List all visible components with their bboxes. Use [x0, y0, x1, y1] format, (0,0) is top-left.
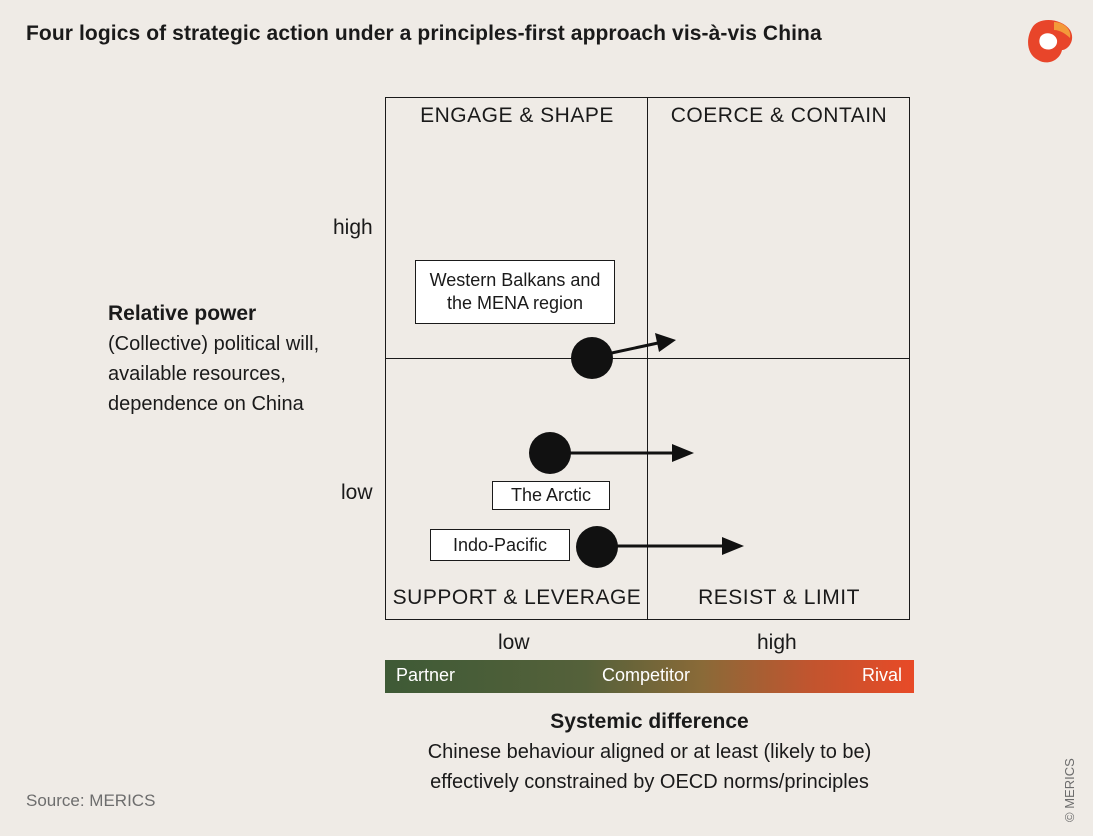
x-tick-high: high — [757, 631, 797, 654]
y-axis-title: Relative power — [108, 302, 257, 325]
quadrant-resist-limit: RESIST & LIMIT — [698, 586, 860, 609]
y-axis-description-line: dependence on China — [108, 393, 304, 415]
region-label-western-balkans: Western Balkans and the MENA region — [415, 260, 615, 324]
x-axis-title: Systemic difference — [550, 710, 749, 733]
scale-label-partner: Partner — [396, 665, 456, 685]
merics-logo-icon — [1028, 19, 1073, 63]
y-axis-description-line: (Collective) political will, — [108, 333, 320, 355]
scale-label-competitor: Competitor — [602, 665, 691, 685]
region-label-arctic: The Arctic — [492, 481, 610, 510]
quadrant-matrix: ENGAGE & SHAPE COERCE & CONTAIN SUPPORT … — [385, 97, 910, 620]
horizontal-divider — [386, 358, 909, 359]
x-tick-low: low — [498, 631, 530, 654]
copyright-note: © MERICS — [1062, 758, 1077, 822]
y-tick-high: high — [333, 216, 373, 239]
quadrant-support-leverage: SUPPORT & LEVERAGE — [392, 586, 642, 609]
y-tick-low: low — [341, 481, 373, 504]
x-axis-description-line: effectively constrained by OECD norms/pr… — [430, 771, 869, 793]
page-title: Four logics of strategic action under a … — [26, 22, 822, 45]
systemic-difference-scale: Partner Competitor Rival — [385, 660, 914, 693]
scale-label-rival: Rival — [861, 665, 902, 685]
x-axis-description-line: Chinese behaviour aligned or at least (l… — [427, 741, 872, 763]
quadrant-engage-shape: ENGAGE & SHAPE — [420, 104, 614, 127]
y-axis-description-line: available resources, — [108, 363, 286, 385]
region-label-indo-pacific: Indo-Pacific — [430, 529, 570, 561]
quadrant-coerce-contain: COERCE & CONTAIN — [670, 104, 888, 127]
source-note: Source: MERICS — [26, 791, 156, 810]
